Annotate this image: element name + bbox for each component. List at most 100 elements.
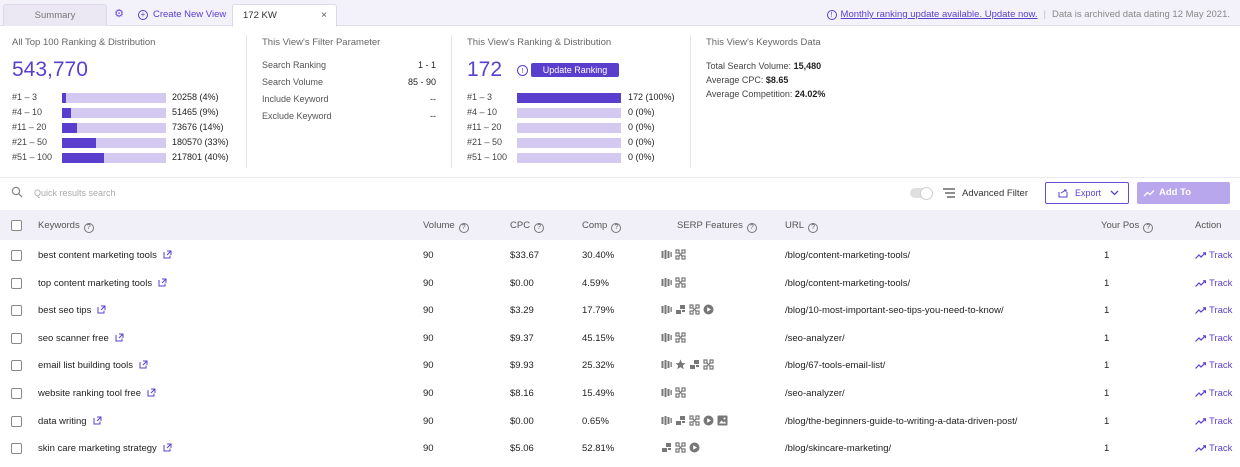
- pos-cell: 1: [1104, 250, 1110, 261]
- distribution-bar-fill: [517, 93, 621, 103]
- keyword-cell[interactable]: skin care marketing strategy: [38, 443, 172, 454]
- keyword-cell[interactable]: website ranking tool free: [38, 388, 156, 399]
- track-button[interactable]: Track: [1195, 388, 1232, 399]
- distribution-label: #21 – 50: [467, 137, 503, 147]
- filter-title: This View's Filter Parameter: [262, 37, 381, 48]
- distribution-bar-fill: [62, 138, 97, 148]
- table-row: top content marketing tools 90 $0.00 4.59% /…: [0, 269, 1240, 296]
- track-button[interactable]: Track: [1195, 443, 1232, 454]
- quick-search-input[interactable]: Quick results search: [34, 188, 116, 198]
- distribution-row: #21 – 50 0 (0%): [467, 137, 727, 148]
- export-button[interactable]: Export: [1045, 182, 1129, 204]
- add-to-tracking-button[interactable]: Add To Tracking: [1137, 182, 1230, 220]
- keyword-cell[interactable]: email list building tools: [38, 360, 148, 371]
- gear-icon[interactable]: ⚙: [114, 8, 124, 20]
- info-icon: !: [517, 65, 528, 76]
- distribution-value: 217801 (40%): [172, 152, 229, 162]
- col-volume[interactable]: Volume?: [423, 220, 469, 233]
- keyword-cell[interactable]: top content marketing tools: [38, 278, 167, 289]
- serp-features: [661, 304, 714, 316]
- distribution-label: #11 – 20: [12, 122, 47, 132]
- export-icon: [1058, 189, 1068, 198]
- tab-172-kw[interactable]: 172 KW ×: [232, 4, 337, 27]
- external-link-icon[interactable]: [147, 388, 156, 397]
- track-button[interactable]: Track: [1195, 278, 1232, 289]
- filter-value: 85 - 90: [407, 77, 436, 87]
- advanced-filter-label[interactable]: Advanced Filter: [962, 188, 1029, 199]
- comp-cell: 0.65%: [582, 415, 609, 427]
- url-cell: /blog/content-marketing-tools/: [785, 277, 911, 289]
- keyword-cell[interactable]: best seo tips: [38, 305, 106, 316]
- row-checkbox[interactable]: [11, 443, 22, 455]
- row-checkbox[interactable]: [11, 332, 22, 344]
- table-row: website ranking tool free 90 $8.16 15.49% /s…: [0, 379, 1240, 406]
- distribution-bar: [517, 93, 621, 103]
- row-checkbox[interactable]: [11, 277, 22, 289]
- col-your-pos[interactable]: Your Pos?: [1101, 220, 1154, 233]
- filter-row: Include Keyword --: [262, 94, 436, 104]
- volume-cell: 90: [423, 360, 434, 372]
- keyword-cell[interactable]: seo scanner free: [38, 333, 124, 344]
- pos-cell: 1: [1104, 388, 1110, 399]
- col-keywords[interactable]: Keywords?: [38, 220, 94, 233]
- filter-row: Search Ranking 1 - 1: [262, 60, 436, 70]
- close-icon[interactable]: ×: [321, 10, 327, 21]
- col-comp[interactable]: Comp?: [582, 220, 622, 233]
- row-checkbox[interactable]: [11, 415, 22, 427]
- url-cell: /blog/67-tools-email-list/: [785, 360, 886, 372]
- col-serp-features[interactable]: SERP Features?: [677, 220, 757, 233]
- external-link-icon[interactable]: [97, 305, 106, 314]
- track-button[interactable]: Track: [1195, 305, 1232, 316]
- external-link-icon[interactable]: [158, 278, 167, 287]
- keyword-text: best content marketing tools: [38, 250, 157, 261]
- row-checkbox[interactable]: [11, 360, 22, 372]
- keyword-cell[interactable]: data writing: [38, 416, 102, 427]
- external-link-icon[interactable]: [93, 416, 102, 425]
- distribution-label: #11 – 20: [467, 122, 502, 132]
- track-button[interactable]: Track: [1195, 360, 1232, 371]
- pos-cell: 1: [1104, 443, 1110, 455]
- distribution-bar: [62, 108, 166, 118]
- col-cpc[interactable]: CPC?: [510, 220, 545, 233]
- track-label: Track: [1209, 250, 1233, 261]
- comp-cell: 4.59%: [582, 277, 609, 289]
- distribution-label: #1 – 3: [12, 92, 38, 102]
- row-checkbox[interactable]: [11, 388, 22, 399]
- create-new-view-label: Create New View: [153, 9, 227, 20]
- col-url[interactable]: URL?: [785, 220, 819, 233]
- pos-cell: 1: [1104, 360, 1110, 372]
- sitelinks-icon: [703, 359, 714, 370]
- kwdata-title: This View's Keywords Data: [706, 37, 821, 48]
- row-checkbox[interactable]: [11, 305, 22, 317]
- update-ranking-button[interactable]: Update Ranking: [531, 63, 619, 77]
- image-icon: [717, 415, 728, 426]
- help-icon: ?: [808, 223, 819, 233]
- external-link-icon[interactable]: [163, 443, 172, 452]
- track-button[interactable]: Track: [1195, 250, 1232, 261]
- row-checkbox[interactable]: [11, 250, 22, 261]
- create-new-view-button[interactable]: + Create New View: [138, 4, 230, 26]
- distribution-label: #51 – 100: [12, 152, 53, 162]
- comp-cell: 15.49%: [582, 388, 615, 399]
- volume-cell: 90: [423, 277, 434, 289]
- view-title: This View's Ranking & Distribution: [467, 37, 612, 48]
- external-link-icon[interactable]: [139, 360, 148, 369]
- filter-row: Exclude Keyword --: [262, 111, 436, 121]
- distribution-row: #4 – 10 0 (0%): [467, 107, 727, 118]
- distribution-value: 0 (0%): [628, 107, 655, 117]
- update-now-link[interactable]: Monthly ranking update available. Update…: [840, 9, 1038, 20]
- advanced-filter-toggle[interactable]: [910, 187, 933, 200]
- tab-summary[interactable]: Summary: [3, 4, 107, 26]
- reviews-icon: [661, 415, 672, 426]
- keyword-cell[interactable]: best content marketing tools: [38, 250, 172, 261]
- track-button[interactable]: Track: [1195, 416, 1232, 427]
- track-button[interactable]: Track: [1195, 333, 1232, 344]
- select-all-checkbox[interactable]: [11, 220, 22, 231]
- cpc-cell: $33.67: [510, 250, 540, 261]
- filter-lines-icon: [943, 188, 955, 198]
- external-link-icon[interactable]: [163, 250, 172, 259]
- reviews-icon: [661, 387, 672, 398]
- external-link-icon[interactable]: [115, 333, 124, 342]
- help-icon: ?: [746, 223, 757, 233]
- volume-cell: 90: [423, 443, 434, 455]
